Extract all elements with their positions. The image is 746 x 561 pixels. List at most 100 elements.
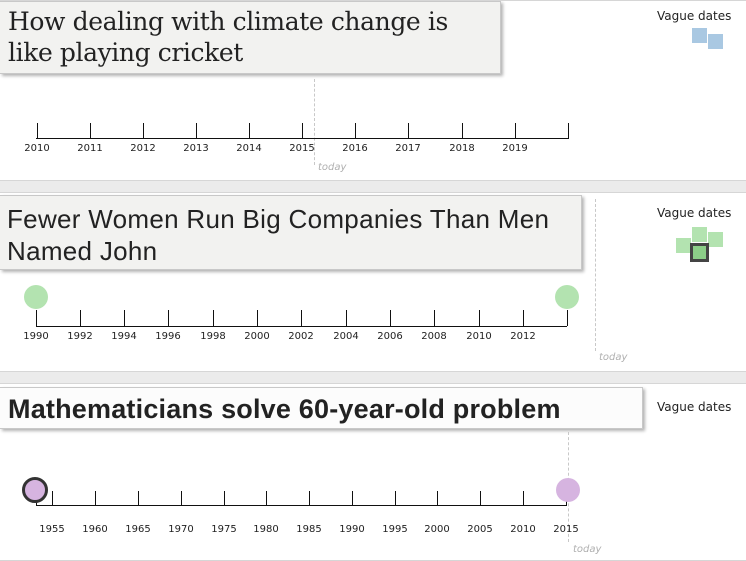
- axis-line: [36, 138, 569, 139]
- axis-tick-label: 1980: [253, 524, 279, 535]
- axis-tick: [181, 491, 182, 505]
- timeline-axis: 1990 1992 1994 1996 1998 2000 2002 2004 2006 2008…: [0, 193, 746, 371]
- today-line: [595, 199, 596, 351]
- axis-tick: [143, 123, 144, 138]
- axis-tick: [462, 123, 463, 138]
- axis-tick: [36, 310, 37, 326]
- axis-tick-label: 2014: [236, 143, 262, 154]
- axis-tick: [52, 491, 53, 505]
- axis-tick-label: 1975: [211, 524, 237, 535]
- axis-tick-label: 1998: [200, 331, 226, 342]
- axis-tick-label: 2000: [424, 524, 450, 535]
- axis-tick: [390, 310, 391, 326]
- axis-tick: [138, 491, 139, 505]
- axis-tick: [224, 491, 225, 505]
- axis-tick-label: 2010: [24, 143, 50, 154]
- vague-date-square-selected[interactable]: [690, 243, 709, 262]
- today-line: [314, 79, 315, 165]
- axis-tick: [480, 491, 481, 505]
- axis-tick-label: 1995: [382, 524, 408, 535]
- axis-tick: [266, 491, 267, 505]
- vague-dates-label: Vague dates: [657, 206, 732, 220]
- timeline-panel-math: Mathematicians solve 60-year-old problem…: [0, 383, 746, 561]
- axis-tick: [302, 123, 303, 138]
- axis-tick-label: 2010: [510, 524, 536, 535]
- axis-tick: [124, 310, 125, 326]
- axis-tick-label: 2012: [510, 331, 536, 342]
- vague-date-square[interactable]: [676, 238, 691, 253]
- event-marker-end[interactable]: [555, 285, 579, 309]
- axis-line: [36, 326, 567, 327]
- timeline-axis: 2010 2011 2012 2013 2014 2015 2016 2017 2018 2019: [0, 1, 746, 180]
- timeline-panel-climate: How dealing with climate change is like …: [0, 0, 746, 181]
- axis-tick-label: 2013: [183, 143, 209, 154]
- axis-tick-label: 1955: [39, 524, 65, 535]
- axis-tick: [196, 123, 197, 138]
- timeline-panel-women: Fewer Women Run Big Companies Than Men N…: [0, 192, 746, 372]
- axis-tick-label: 1994: [111, 331, 137, 342]
- axis-tick-label: 2010: [466, 331, 492, 342]
- axis-tick: [568, 123, 569, 138]
- axis-tick-label: 1970: [168, 524, 194, 535]
- axis-tick-label: 1992: [67, 331, 93, 342]
- axis-tick: [523, 491, 524, 505]
- axis-tick-label: 2008: [421, 331, 447, 342]
- axis-tick-label: 1996: [155, 331, 181, 342]
- vague-date-square[interactable]: [692, 227, 707, 242]
- axis-tick: [80, 310, 81, 326]
- vague-date-square[interactable]: [692, 28, 707, 43]
- axis-tick: [355, 123, 356, 138]
- vague-dates-label: Vague dates: [657, 9, 732, 23]
- axis-tick: [213, 310, 214, 326]
- headline[interactable]: Mathematicians solve 60-year-old problem: [0, 387, 643, 429]
- axis-tick-label: 2004: [333, 331, 359, 342]
- axis-tick: [523, 310, 524, 326]
- axis-tick: [408, 123, 409, 138]
- axis-tick: [479, 310, 480, 326]
- event-marker-start[interactable]: [22, 477, 48, 503]
- axis-tick: [168, 310, 169, 326]
- today-label: today: [599, 352, 628, 363]
- axis-tick: [90, 123, 91, 138]
- today-label: today: [318, 162, 347, 173]
- axis-tick: [395, 491, 396, 505]
- vague-date-square[interactable]: [708, 232, 723, 247]
- headline[interactable]: How dealing with climate change is like …: [0, 1, 501, 74]
- axis-tick-label: 2000: [244, 331, 270, 342]
- axis-tick-label: 1985: [296, 524, 322, 535]
- axis-tick: [257, 310, 258, 326]
- axis-tick-label: 2012: [130, 143, 156, 154]
- vague-date-square[interactable]: [708, 34, 723, 49]
- axis-tick-label: 2006: [377, 331, 403, 342]
- axis-tick-label: 2015: [289, 143, 315, 154]
- axis-tick-label: 2005: [467, 524, 493, 535]
- axis-tick: [309, 491, 310, 505]
- axis-tick-label: 2011: [77, 143, 103, 154]
- axis-tick: [95, 491, 96, 505]
- axis-tick: [352, 491, 353, 505]
- axis-tick-label: 1965: [125, 524, 151, 535]
- axis-tick-label: 2015: [553, 524, 579, 535]
- timeline-axis: 1955 1960 1965 1970 1975 1980 1985 1990 1995 2000…: [0, 384, 746, 560]
- event-marker-end[interactable]: [556, 478, 580, 502]
- axis-line: [36, 505, 567, 506]
- axis-tick-label: 1960: [82, 524, 108, 535]
- headline[interactable]: Fewer Women Run Big Companies Than Men N…: [0, 195, 582, 270]
- axis-tick: [346, 310, 347, 326]
- today-label: today: [573, 544, 602, 555]
- axis-tick: [434, 310, 435, 326]
- axis-tick-label: 2002: [288, 331, 314, 342]
- axis-tick: [567, 310, 568, 326]
- axis-tick: [249, 123, 250, 138]
- axis-tick-label: 2016: [342, 143, 368, 154]
- axis-tick: [37, 123, 38, 138]
- axis-tick: [515, 123, 516, 138]
- axis-tick-label: 2018: [449, 143, 475, 154]
- axis-tick: [437, 491, 438, 505]
- axis-tick-label: 2019: [502, 143, 528, 154]
- axis-tick-label: 1990: [339, 524, 365, 535]
- vague-dates-label: Vague dates: [657, 400, 732, 414]
- axis-tick-label: 1990: [23, 331, 49, 342]
- axis-tick-label: 2017: [395, 143, 421, 154]
- event-marker-start[interactable]: [24, 285, 48, 309]
